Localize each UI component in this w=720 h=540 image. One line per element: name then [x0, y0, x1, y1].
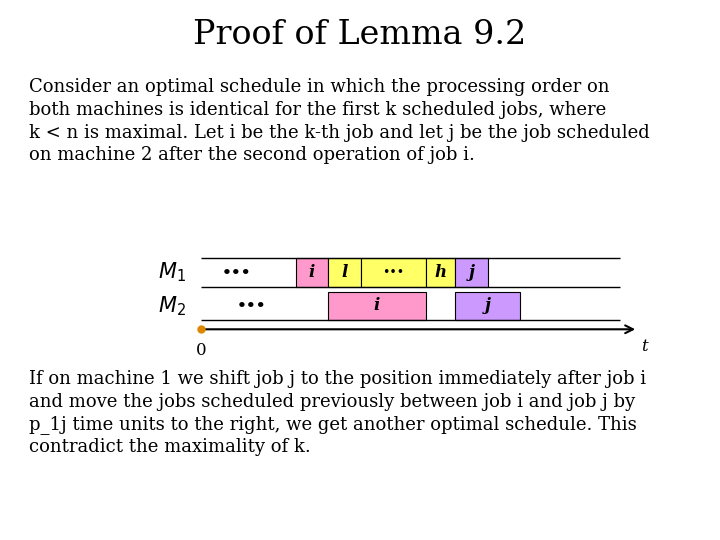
Bar	[328, 259, 361, 287]
Text: j: j	[468, 264, 474, 281]
Text: t: t	[641, 338, 648, 355]
Text: contradict the maximality of k.: contradict the maximality of k.	[29, 438, 310, 456]
Text: If on machine 1 we shift job j to the position immediately after job i: If on machine 1 we shift job j to the po…	[29, 370, 646, 388]
Bar	[361, 259, 426, 287]
Bar	[455, 292, 520, 320]
Text: •••: •••	[222, 266, 251, 280]
Bar	[455, 259, 487, 287]
Text: •••: •••	[237, 299, 266, 313]
Text: i: i	[374, 298, 380, 314]
Text: Proof of Lemma 9.2: Proof of Lemma 9.2	[194, 19, 526, 51]
Text: h: h	[434, 264, 446, 281]
Text: j: j	[485, 298, 490, 314]
Text: k < n is maximal. Let i be the k-th job and let j be the job scheduled: k < n is maximal. Let i be the k-th job …	[29, 124, 649, 141]
Bar	[426, 259, 455, 287]
Text: i: i	[309, 264, 315, 281]
Bar	[296, 259, 328, 287]
Text: $M_2$: $M_2$	[158, 294, 186, 318]
Text: •••: •••	[382, 266, 404, 279]
FancyArrowPatch shape	[204, 326, 633, 333]
Bar	[328, 292, 426, 320]
Text: both machines is identical for the first k scheduled jobs, where: both machines is identical for the first…	[29, 101, 606, 119]
Text: and move the jobs scheduled previously between job i and job j by: and move the jobs scheduled previously b…	[29, 393, 635, 410]
Text: p_1j time units to the right, we get another optimal schedule. This: p_1j time units to the right, we get ano…	[29, 415, 636, 434]
Text: l: l	[341, 264, 348, 281]
Text: $M_1$: $M_1$	[158, 261, 186, 285]
Text: on machine 2 after the second operation of job i.: on machine 2 after the second operation …	[29, 146, 474, 164]
Text: Consider an optimal schedule in which the processing order on: Consider an optimal schedule in which th…	[29, 78, 609, 96]
Text: 0: 0	[196, 342, 207, 359]
